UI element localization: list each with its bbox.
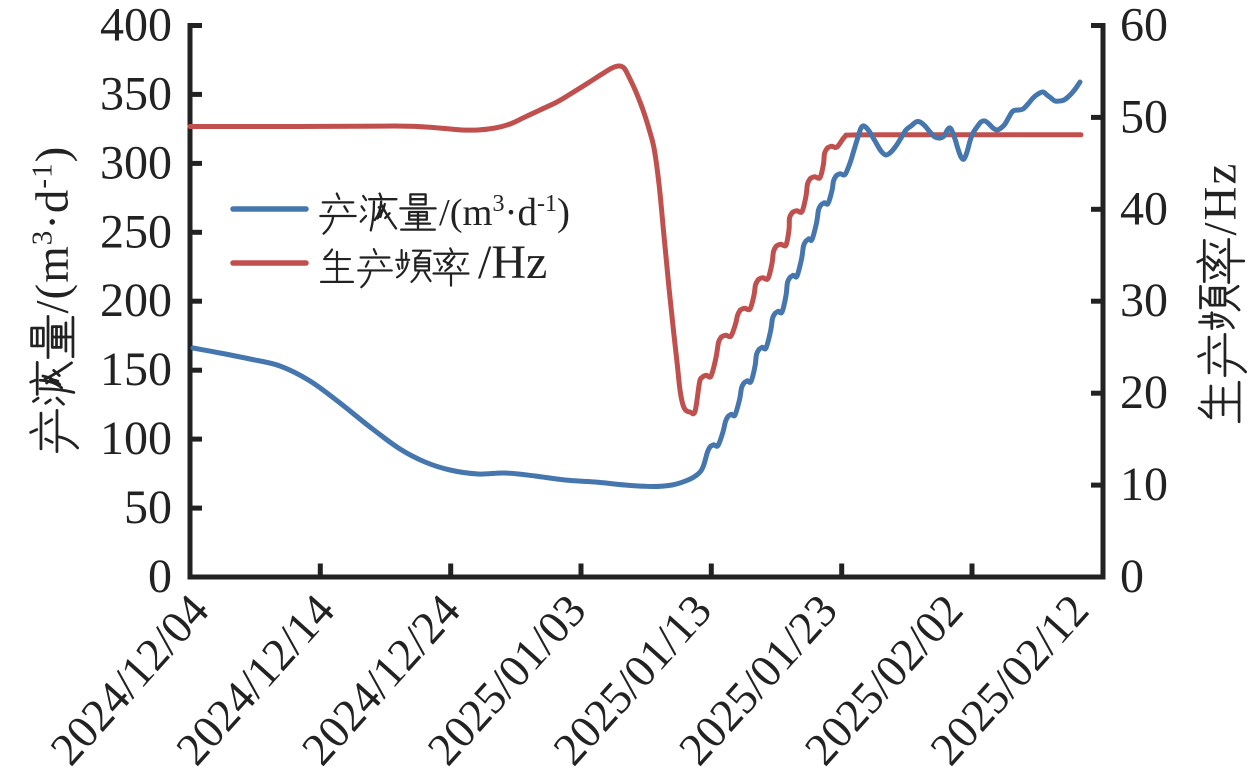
svg-text:50: 50: [1120, 90, 1168, 143]
svg-text:30: 30: [1120, 274, 1168, 327]
svg-text:/Hz: /Hz: [1195, 162, 1247, 236]
svg-text:250: 250: [100, 205, 172, 258]
svg-text:60: 60: [1120, 0, 1168, 52]
svg-text:20: 20: [1120, 366, 1168, 419]
svg-text:100: 100: [100, 412, 172, 465]
svg-text:0: 0: [148, 550, 172, 603]
svg-text:0: 0: [1120, 550, 1144, 603]
svg-text:200: 200: [100, 274, 172, 327]
svg-text:300: 300: [100, 136, 172, 189]
svg-text:150: 150: [100, 343, 172, 396]
svg-text:/(m3·d-1): /(m3·d-1): [439, 191, 570, 234]
svg-text:40: 40: [1120, 182, 1168, 235]
svg-text:10: 10: [1120, 458, 1168, 511]
svg-text:/Hz: /Hz: [478, 236, 547, 289]
svg-text:350: 350: [100, 67, 172, 120]
svg-text:50: 50: [124, 481, 172, 534]
svg-text:400: 400: [100, 0, 172, 52]
